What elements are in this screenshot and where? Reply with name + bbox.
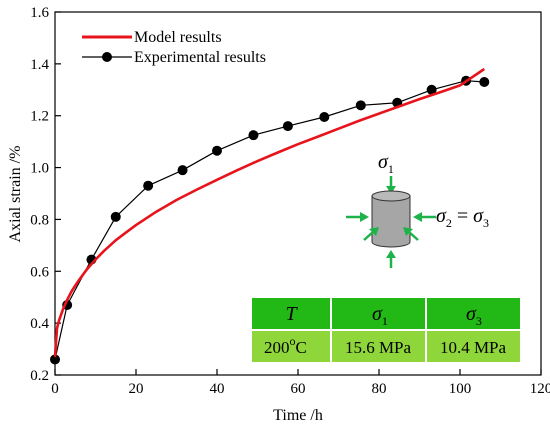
y-tick-label-7: 1.6: [30, 5, 49, 21]
y-tick-label-2: 0.6: [30, 264, 49, 280]
diag-right-arrow-shaft: [408, 231, 419, 241]
sigma2-sigma3-label: σ2 = σ3: [436, 205, 489, 230]
diag-left-arrow-head: [369, 227, 379, 236]
top-arrow-head: [386, 186, 396, 194]
series-layer: [50, 67, 490, 365]
diag-left-arrow-shaft: [363, 231, 374, 241]
diag-right-arrow-head: [403, 227, 413, 236]
experimental-point-5: [177, 165, 188, 176]
right-arrow-head: [413, 212, 422, 222]
y-tick-label-1: 0.4: [30, 316, 49, 332]
experimental-point-12: [426, 84, 437, 95]
experimental-point-10: [355, 100, 366, 111]
left-arrow-head: [360, 212, 369, 222]
y-tick-label-0: 0.2: [30, 368, 49, 384]
y-tick-label-6: 1.4: [30, 57, 49, 73]
x-tick-label-2: 40: [210, 381, 225, 397]
y-axis-title: Axial strain /%: [7, 146, 24, 243]
y-tick-label-4: 1.0: [30, 161, 49, 177]
value-temperature: 200oC: [264, 334, 307, 357]
cylinder-top: [371, 190, 411, 202]
header-temperature: T: [285, 303, 298, 325]
legend-experimental-marker: [102, 52, 112, 62]
experimental-point-8: [282, 121, 293, 132]
bottom-arrow-head: [386, 250, 396, 258]
y-tick-label-3: 0.8: [30, 212, 49, 228]
sigma1-label: σ1: [378, 151, 394, 176]
axis-ticks: 0 20 40 60 80 100 120 0.2 0.4 0.6 0.8 1.0 1.2 1.4 1.6: [30, 5, 550, 397]
table-header-row: [252, 298, 520, 329]
legend-model-label: Model results: [134, 29, 222, 46]
loading-schematic: σ1 σ2 = σ3: [346, 151, 489, 268]
model-series-line: [53, 67, 486, 357]
experimental-point-7: [248, 130, 259, 141]
experimental-point-0: [50, 354, 60, 365]
x-tick-label-5: 100: [449, 381, 472, 397]
header-sigma1: σ1: [372, 303, 388, 328]
conditions-table: T σ1 σ3 200oC 15.6 MPa 10.4 MPa: [252, 298, 520, 362]
experimental-point-3: [110, 211, 121, 222]
x-tick-label-4: 80: [372, 381, 387, 397]
y-tick-label-5: 1.2: [30, 109, 49, 125]
legend: Model results Experimental results: [82, 29, 266, 66]
x-axis-title: Time /h: [273, 407, 323, 424]
x-tick-label-3: 60: [291, 381, 306, 397]
value-sigma1: 15.6 MPa: [345, 338, 412, 357]
x-tick-label-0: 0: [51, 381, 59, 397]
x-tick-label-6: 120: [530, 381, 550, 397]
experimental-point-14: [479, 77, 490, 88]
experimental-point-4: [143, 180, 154, 191]
table-value-row: [252, 331, 520, 362]
value-sigma3: 10.4 MPa: [440, 338, 507, 357]
legend-experimental-label: Experimental results: [134, 49, 266, 66]
experimental-point-9: [319, 112, 330, 123]
experimental-point-6: [212, 145, 222, 156]
x-tick-label-1: 20: [129, 381, 144, 397]
header-sigma3: σ3: [466, 303, 482, 328]
cylinder-body: [371, 195, 411, 248]
